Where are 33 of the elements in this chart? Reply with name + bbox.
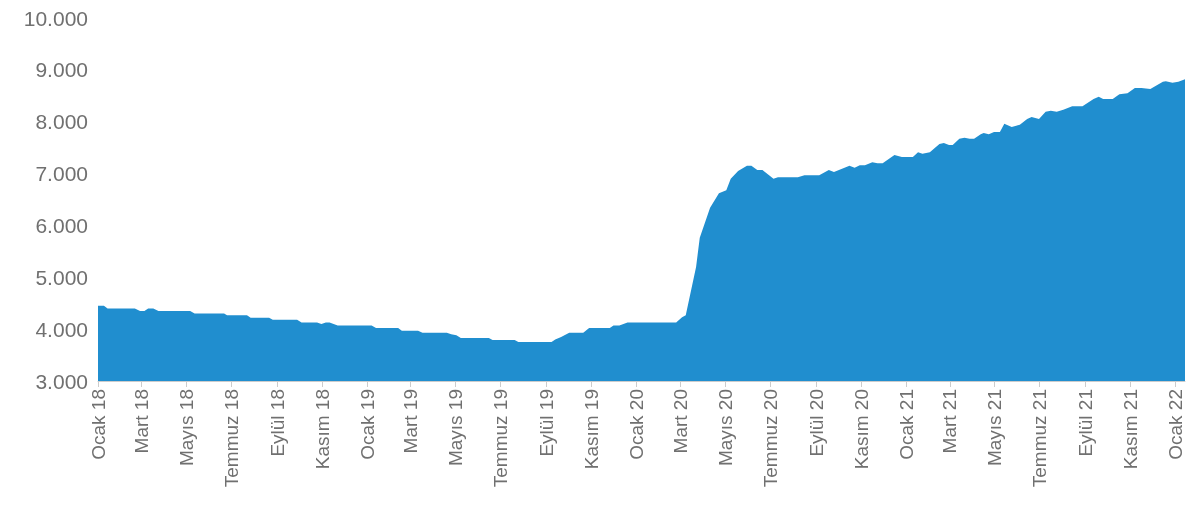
x-tick-label: Ocak 19 — [356, 389, 378, 460]
x-tick-label: Mayıs 18 — [175, 389, 197, 467]
x-tick-label: Mayıs 20 — [715, 389, 737, 467]
y-tick-label: 4.000 — [35, 317, 88, 341]
x-tick-label: Mart 20 — [670, 389, 692, 454]
x-tick-label: Mayıs 19 — [445, 389, 467, 467]
x-tick-label: Temmuz 18 — [220, 389, 242, 488]
x-tick-label: Kasım 18 — [311, 389, 333, 470]
y-tick-label: 8.000 — [35, 110, 88, 134]
x-tick-label: Temmuz 19 — [490, 389, 512, 488]
x-tick-label: Eylül 19 — [535, 389, 557, 457]
x-tick-label: Mayıs 21 — [984, 389, 1006, 467]
x-tick-label: Eylül 20 — [805, 389, 827, 457]
y-tick-label: 5.000 — [35, 265, 88, 289]
x-tick-label: Ocak 22 — [1164, 389, 1186, 460]
y-tick-label: 10.000 — [23, 6, 88, 30]
x-tick-label: Ocak 20 — [625, 389, 647, 460]
x-tick-label: Kasım 20 — [850, 389, 872, 470]
x-tick-label: Temmuz 20 — [760, 389, 782, 488]
x-tick-label: Eylül 18 — [266, 389, 288, 457]
y-tick-label: 3.000 — [35, 369, 88, 393]
x-tick-label: Mart 19 — [400, 389, 422, 454]
x-tick-label: Ocak 21 — [895, 389, 917, 460]
x-tick-label: Mart 21 — [939, 389, 961, 454]
y-tick-label: 9.000 — [35, 58, 88, 82]
x-tick-label: Eylül 21 — [1074, 389, 1096, 457]
x-tick-label: Mart 18 — [131, 389, 153, 454]
y-tick-label: 6.000 — [35, 213, 88, 237]
x-tick-label: Ocak 18 — [87, 389, 109, 460]
x-tick-label: Kasım 21 — [1119, 389, 1141, 470]
x-tick-label: Kasım 19 — [580, 389, 602, 470]
x-tick-label: Temmuz 21 — [1029, 389, 1051, 488]
y-tick-label: 7.000 — [35, 162, 88, 186]
